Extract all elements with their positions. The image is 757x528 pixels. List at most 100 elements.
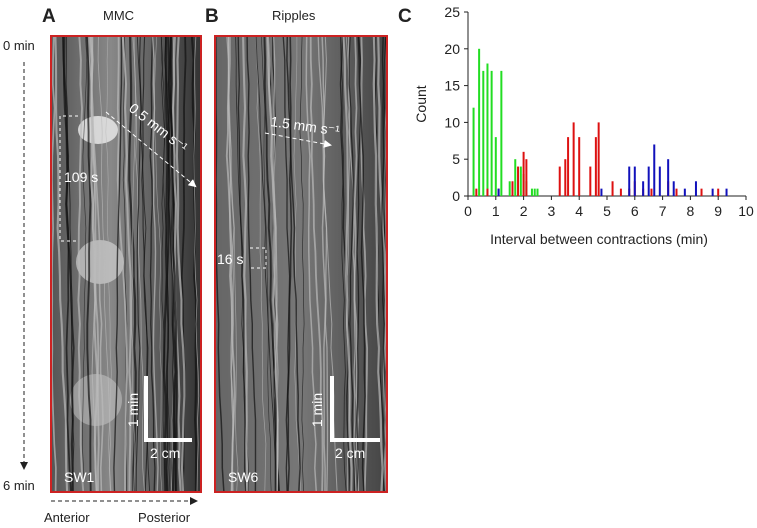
bar bbox=[589, 166, 592, 196]
x-tick-label: 4 bbox=[575, 203, 583, 219]
bar bbox=[514, 159, 517, 196]
bar bbox=[511, 181, 514, 196]
bar bbox=[475, 188, 478, 196]
bar bbox=[578, 137, 581, 196]
interval-bracket bbox=[250, 247, 267, 269]
time-end: 6 min bbox=[3, 478, 35, 493]
x-tick-label: 8 bbox=[687, 203, 695, 219]
bar bbox=[508, 181, 511, 196]
stripe bbox=[51, 35, 57, 493]
bar bbox=[633, 166, 636, 196]
bar bbox=[683, 188, 686, 196]
bar bbox=[600, 188, 603, 196]
stripe bbox=[215, 35, 225, 493]
bar bbox=[650, 188, 653, 196]
bar bbox=[594, 137, 597, 196]
stripe bbox=[116, 35, 128, 492]
bar bbox=[533, 188, 536, 196]
bar bbox=[482, 70, 485, 196]
x-tick-label: 10 bbox=[738, 203, 754, 219]
panel-label: B bbox=[205, 6, 219, 27]
stripe bbox=[287, 35, 293, 493]
bar bbox=[497, 188, 500, 196]
image-frame bbox=[50, 35, 202, 493]
bar bbox=[658, 166, 661, 196]
bar bbox=[642, 181, 645, 196]
stripe bbox=[77, 35, 85, 493]
bar bbox=[490, 70, 493, 196]
scale-bar bbox=[330, 376, 380, 442]
space-left: Anterior bbox=[44, 510, 90, 525]
bar bbox=[522, 151, 525, 196]
bar bbox=[486, 63, 489, 196]
stripe bbox=[121, 35, 132, 493]
scale-space: 2 cm bbox=[335, 445, 365, 461]
bar bbox=[494, 137, 497, 196]
bar bbox=[564, 159, 567, 196]
x-tick-label: 9 bbox=[714, 203, 722, 219]
stripe bbox=[317, 35, 329, 493]
stripe bbox=[286, 35, 301, 493]
stripe bbox=[342, 35, 353, 493]
stripe bbox=[225, 35, 236, 493]
interval-label: 16 s bbox=[217, 251, 243, 267]
stripe bbox=[357, 35, 366, 493]
x-tick-label: 2 bbox=[520, 203, 528, 219]
stripe bbox=[85, 35, 92, 493]
panel-title: Ripples bbox=[272, 8, 316, 23]
bar bbox=[517, 166, 520, 196]
stripe bbox=[149, 35, 156, 493]
bar bbox=[675, 188, 678, 196]
bar bbox=[717, 188, 720, 196]
scale-bar bbox=[144, 376, 192, 442]
bar bbox=[653, 144, 656, 196]
panel-title: MMC bbox=[103, 8, 134, 23]
bar bbox=[611, 181, 614, 196]
stripe bbox=[263, 35, 277, 492]
stripe bbox=[372, 35, 384, 493]
stripe bbox=[97, 35, 111, 493]
bar bbox=[525, 159, 528, 196]
y-tick-label: 25 bbox=[444, 4, 460, 20]
sample-tag: SW1 bbox=[64, 469, 95, 485]
stripe bbox=[348, 35, 355, 493]
bar bbox=[558, 166, 561, 196]
y-axis-label: Count bbox=[413, 85, 429, 122]
speed-arrow bbox=[105, 111, 197, 188]
bar bbox=[472, 107, 475, 196]
stripe bbox=[299, 35, 305, 493]
stripe bbox=[61, 35, 72, 493]
bar bbox=[478, 48, 481, 196]
scale-space: 2 cm bbox=[150, 445, 180, 461]
stripe bbox=[255, 35, 277, 493]
stripe bbox=[193, 35, 200, 493]
x-axis-label: Interval between contractions (min) bbox=[490, 231, 708, 247]
stripe bbox=[227, 35, 235, 493]
bar bbox=[619, 188, 622, 196]
bar bbox=[500, 70, 503, 196]
stripe bbox=[113, 35, 123, 493]
bar bbox=[567, 137, 570, 196]
kymograph bbox=[51, 35, 201, 493]
stripe bbox=[340, 35, 347, 493]
time-start: 0 min bbox=[3, 38, 35, 53]
stripe bbox=[309, 35, 324, 493]
bar bbox=[647, 166, 650, 196]
y-tick-label: 5 bbox=[452, 151, 460, 167]
stripe bbox=[165, 35, 171, 493]
stripe bbox=[237, 35, 247, 493]
scale-time: 1 min bbox=[309, 393, 325, 427]
x-tick-label: 5 bbox=[603, 203, 611, 219]
bar bbox=[711, 188, 714, 196]
stripe bbox=[160, 35, 165, 493]
stripe bbox=[169, 36, 178, 492]
y-tick-label: 0 bbox=[452, 188, 460, 204]
stripe bbox=[293, 36, 302, 493]
y-tick-label: 15 bbox=[444, 78, 460, 94]
histogram: 0 5 10 15 20 25 0 1 2 3 4 5 6 7 8 9 10 Interval between c… bbox=[413, 4, 754, 247]
interval-bracket bbox=[59, 115, 78, 242]
stripe bbox=[162, 35, 169, 493]
x-tick-label: 7 bbox=[659, 203, 667, 219]
stripe bbox=[130, 35, 136, 493]
